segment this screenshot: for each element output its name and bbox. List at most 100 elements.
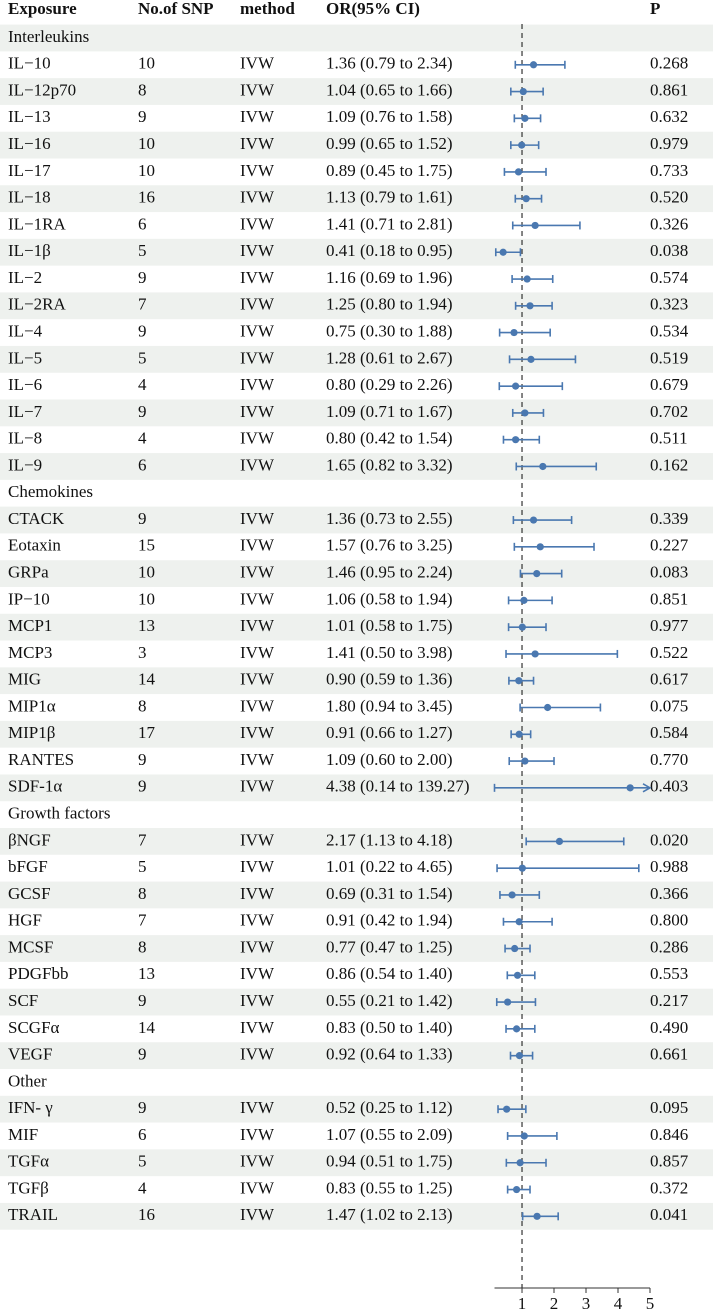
p-cell: 0.584 (650, 723, 689, 742)
p-cell: 0.800 (650, 911, 688, 930)
method-cell: IVW (240, 161, 275, 180)
or-ci-cell: 1.09 (0.71 to 1.67) (326, 402, 453, 421)
p-cell: 0.632 (650, 107, 688, 126)
method-cell: IVW (240, 1178, 275, 1197)
point-estimate (515, 730, 523, 738)
row-stripe (0, 292, 713, 320)
exposure-cell: IL−12p70 (8, 80, 76, 99)
x-tick-label: 1 (518, 1294, 527, 1313)
or-ci-cell: 0.86 (0.54 to 1.40) (326, 964, 453, 983)
snp-cell: 13 (138, 964, 155, 983)
exposure-cell: PDGFbb (8, 964, 68, 983)
method-cell: IVW (240, 1045, 275, 1064)
snp-cell: 8 (138, 937, 147, 956)
exposure-cell: IL−18 (8, 188, 51, 207)
row-stripe (0, 399, 713, 427)
method-cell: IVW (240, 911, 275, 930)
p-cell: 0.520 (650, 188, 688, 207)
or-ci-cell: 1.80 (0.94 to 3.45) (326, 696, 453, 715)
p-cell: 0.553 (650, 964, 688, 983)
exposure-cell: IL−7 (8, 402, 43, 421)
point-estimate (529, 516, 538, 524)
method-cell: IVW (240, 616, 275, 635)
p-cell: 0.534 (650, 321, 689, 340)
exposure-cell: MCSF (8, 937, 53, 956)
row-stripe (0, 78, 713, 105)
snp-cell: 6 (138, 455, 147, 474)
method-cell: IVW (240, 134, 275, 153)
method-cell: IVW (240, 295, 275, 314)
point-estimate (518, 864, 526, 872)
method-cell: IVW (240, 536, 275, 555)
snp-cell: 16 (138, 188, 155, 207)
exposure-cell: IL−2RA (8, 295, 66, 314)
exposure-cell: IL−2 (8, 268, 42, 287)
exposure-cell: βNGF (8, 830, 51, 849)
ci-arrow (642, 783, 652, 793)
exposure-cell: MIG (8, 670, 41, 689)
or-ci-cell: 0.77 (0.47 to 1.25) (326, 937, 453, 956)
exposure-cell: SDF-1α (8, 777, 62, 796)
point-estimate (536, 543, 544, 551)
p-cell: 0.617 (650, 670, 689, 689)
snp-cell: 3 (138, 643, 147, 662)
method-cell: IVW (240, 750, 275, 769)
snp-cell: 10 (138, 563, 155, 582)
snp-cell: 9 (138, 991, 147, 1010)
method-cell: IVW (240, 509, 275, 528)
point-estimate (515, 1052, 524, 1060)
p-cell: 0.339 (650, 509, 688, 528)
point-estimate (512, 436, 520, 444)
or-ci-cell: 2.17 (1.13 to 4.18) (326, 830, 453, 849)
x-tick-label: 3 (582, 1294, 591, 1313)
point-estimate (516, 1159, 524, 1167)
method-cell: IVW (240, 1125, 275, 1144)
column-header: No.of SNP (138, 0, 214, 18)
p-cell: 0.268 (650, 54, 688, 73)
p-cell: 0.227 (650, 536, 689, 555)
exposure-cell: GRPa (8, 563, 49, 582)
or-ci-cell: 1.09 (0.76 to 1.58) (326, 107, 453, 126)
exposure-cell: IFN- γ (8, 1098, 53, 1117)
exposure-cell: MCP1 (8, 616, 52, 635)
point-estimate (510, 328, 518, 337)
or-ci-cell: 0.92 (0.64 to 1.33) (326, 1045, 453, 1064)
point-estimate (518, 623, 526, 631)
snp-cell: 14 (138, 670, 156, 689)
snp-cell: 10 (138, 54, 155, 73)
or-ci-cell: 0.83 (0.50 to 1.40) (326, 1018, 453, 1037)
row-stripe (0, 345, 713, 373)
snp-cell: 4 (138, 429, 147, 448)
method-cell: IVW (240, 1205, 275, 1224)
p-cell: 0.574 (650, 268, 689, 287)
row-stripe (0, 131, 713, 159)
method-cell: IVW (240, 830, 275, 849)
snp-cell: 16 (138, 1205, 155, 1224)
method-cell: IVW (240, 429, 275, 448)
method-cell: IVW (240, 402, 275, 421)
snp-cell: 5 (138, 241, 147, 260)
point-estimate (527, 355, 535, 363)
method-cell: IVW (240, 241, 275, 260)
exposure-cell: IL−17 (8, 161, 51, 180)
p-cell: 0.286 (650, 937, 688, 956)
point-estimate (504, 998, 512, 1006)
exposure-cell: MIP1β (8, 723, 55, 742)
point-estimate (626, 784, 634, 792)
point-estimate (520, 1132, 528, 1140)
snp-cell: 17 (138, 723, 156, 742)
p-cell: 0.403 (650, 777, 688, 796)
method-cell: IVW (240, 268, 275, 287)
exposure-cell: MIP1α (8, 696, 56, 715)
method-cell: IVW (240, 696, 275, 715)
exposure-cell: IL−8 (8, 429, 42, 448)
row-stripe (0, 720, 713, 748)
exposure-cell: bFGF (8, 857, 48, 876)
snp-cell: 10 (138, 161, 155, 180)
method-cell: IVW (240, 723, 275, 742)
row-stripe (0, 24, 713, 52)
method-cell: IVW (240, 54, 275, 73)
p-cell: 0.162 (650, 455, 688, 474)
exposure-cell: TRAIL (8, 1205, 58, 1224)
x-tick-label: 2 (550, 1294, 559, 1313)
